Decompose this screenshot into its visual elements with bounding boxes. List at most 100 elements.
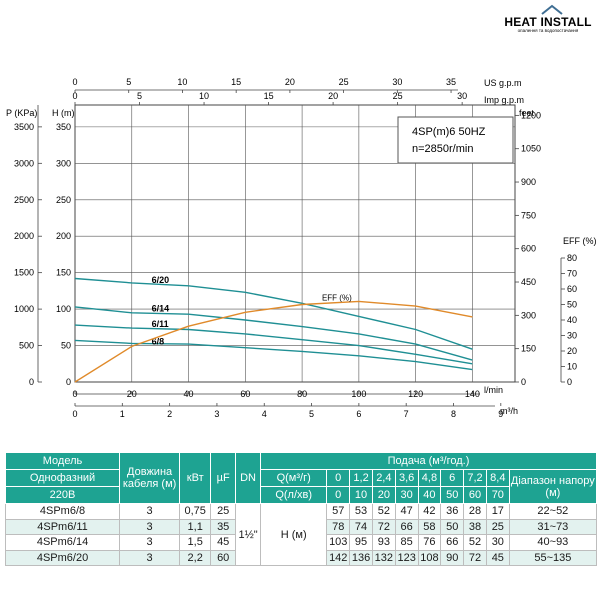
model-label: 4SP(m)6 50HZ	[412, 126, 486, 138]
tick-label-eff: 40	[567, 315, 577, 325]
efficiency-curve	[74, 300, 473, 383]
row-model: 4SPm6/14	[4, 534, 121, 551]
tick-label-m3h: 4	[262, 409, 267, 419]
table-row: 4SPm6/8 3 0,75 25 1½" H (м) 57 53 52 47 …	[4, 503, 598, 566]
head-curve-6-14	[74, 306, 473, 361]
row-h: 108	[417, 549, 442, 566]
model-box	[397, 116, 514, 164]
q-m3h-cell: 3,6	[394, 469, 419, 487]
row-h: 53	[349, 503, 373, 520]
q-lmin-cell: 60	[463, 486, 487, 504]
tick-label-lmin: 120	[408, 389, 423, 399]
tick-label-h: 300	[56, 158, 71, 168]
tick-label-lmin: 20	[127, 389, 137, 399]
row-h: 30	[485, 534, 510, 551]
axis-label-us: US g.p.m	[484, 78, 522, 88]
q-m3h-cell: 2,4	[371, 469, 396, 487]
row-h: 66	[394, 518, 419, 535]
tick-label-m3h: 9	[498, 409, 503, 419]
tick-label-us: 25	[339, 77, 349, 87]
row-h: 52	[371, 503, 396, 520]
q-lmin-cell: 0	[326, 486, 351, 504]
tick-label-lmin: 140	[465, 389, 480, 399]
row-h: 123	[394, 549, 419, 566]
tick-label-m3h: 5	[309, 409, 314, 419]
row-h: 57	[326, 503, 351, 520]
q-m3h-cell: 8,4	[485, 469, 510, 487]
tick-label-h: 350	[56, 122, 71, 132]
header-dn: DN	[235, 452, 261, 504]
row-kw: 1,1	[179, 518, 212, 535]
tick-label-imp: 30	[457, 91, 467, 101]
tick-label-p: 500	[19, 341, 34, 351]
brand-tagline: опалення та водопостачання	[518, 28, 579, 33]
row-uf: 35	[210, 518, 237, 535]
tick-label-lmin: 40	[184, 389, 194, 399]
axis-label-h: H (m)	[52, 108, 75, 118]
tick-label-eff: 10	[567, 362, 577, 372]
tick-label-us: 30	[392, 77, 402, 87]
spec-table: Модель Довжина кабеля (м) кВт µF DN Пода…	[4, 452, 598, 566]
tick-label-h: 50	[61, 341, 71, 351]
tick-label-eff: 80	[567, 253, 577, 263]
axis-label-p: P (KPa)	[6, 108, 37, 118]
header-supply: Подача (м³/год.)	[260, 452, 597, 470]
tick-label-lmin: 60	[240, 389, 250, 399]
q-m3h-cell: 4,8	[417, 469, 442, 487]
header-q-m3h: Q(м³/г)	[259, 469, 328, 487]
tick-label-eff: 60	[567, 284, 577, 294]
head-curve-6-11	[74, 324, 473, 365]
row-h: 28	[463, 503, 487, 520]
curve-label: 6/8	[152, 336, 165, 346]
row-h: 45	[485, 549, 510, 566]
axis-label-lmin: l/min	[484, 385, 503, 395]
row-range: 55~135	[508, 549, 598, 566]
q-m3h-cell: 0	[326, 469, 351, 487]
tick-label-imp: 5	[137, 91, 142, 101]
tick-label-feet: 300	[521, 310, 536, 320]
row-h: 36	[440, 503, 465, 520]
row-h: 74	[349, 518, 373, 535]
tick-label-m3h: 0	[72, 409, 77, 419]
row-range: 22~52	[508, 503, 598, 520]
tick-label-imp: 15	[264, 91, 274, 101]
tick-label-feet: 150	[521, 344, 536, 354]
q-m3h-cell: 1,2	[349, 469, 373, 487]
row-h: 76	[417, 534, 442, 551]
q-lmin-cell: 30	[394, 486, 419, 504]
tick-label-m3h: 2	[167, 409, 172, 419]
head-curve-6-20	[74, 277, 473, 350]
row-h: 38	[463, 518, 487, 535]
header-kw: кВт	[179, 452, 212, 504]
row-h: 142	[326, 549, 351, 566]
tick-label-imp: 25	[393, 91, 403, 101]
axis-label-feet: feet	[519, 108, 535, 118]
q-lmin-cell: 10	[349, 486, 373, 504]
brand-name: HEAT INSTALL	[504, 15, 591, 29]
row-cable: 3	[119, 503, 181, 520]
row-h: 85	[394, 534, 419, 551]
tick-label-m3h: 3	[214, 409, 219, 419]
row-kw: 0,75	[179, 503, 212, 520]
tick-label-us: 10	[177, 77, 187, 87]
tick-label-eff: 70	[567, 269, 577, 279]
tick-label-feet: 750	[521, 210, 536, 220]
header-uf: µF	[210, 452, 237, 504]
row-h: 25	[485, 518, 510, 535]
tick-label-feet: 600	[521, 244, 536, 254]
q-lmin-cell: 70	[485, 486, 510, 504]
tick-label-feet: 900	[521, 177, 536, 187]
tick-label-p: 3000	[14, 158, 34, 168]
tick-label-feet: 1050	[521, 144, 541, 154]
header-voltage: 220В	[4, 486, 121, 504]
row-cable: 3	[119, 549, 181, 566]
curves: 6/20 6/14 6/11 6/8 EFF (%)	[74, 275, 473, 383]
header-phase: Однофазний	[4, 469, 121, 487]
tick-label-m3h: 1	[120, 409, 125, 419]
row-model: 4SPm6/8	[4, 503, 121, 520]
efficiency-label: EFF (%)	[322, 294, 352, 303]
tick-label-h: 150	[56, 268, 71, 278]
tick-label-h: 250	[56, 195, 71, 205]
